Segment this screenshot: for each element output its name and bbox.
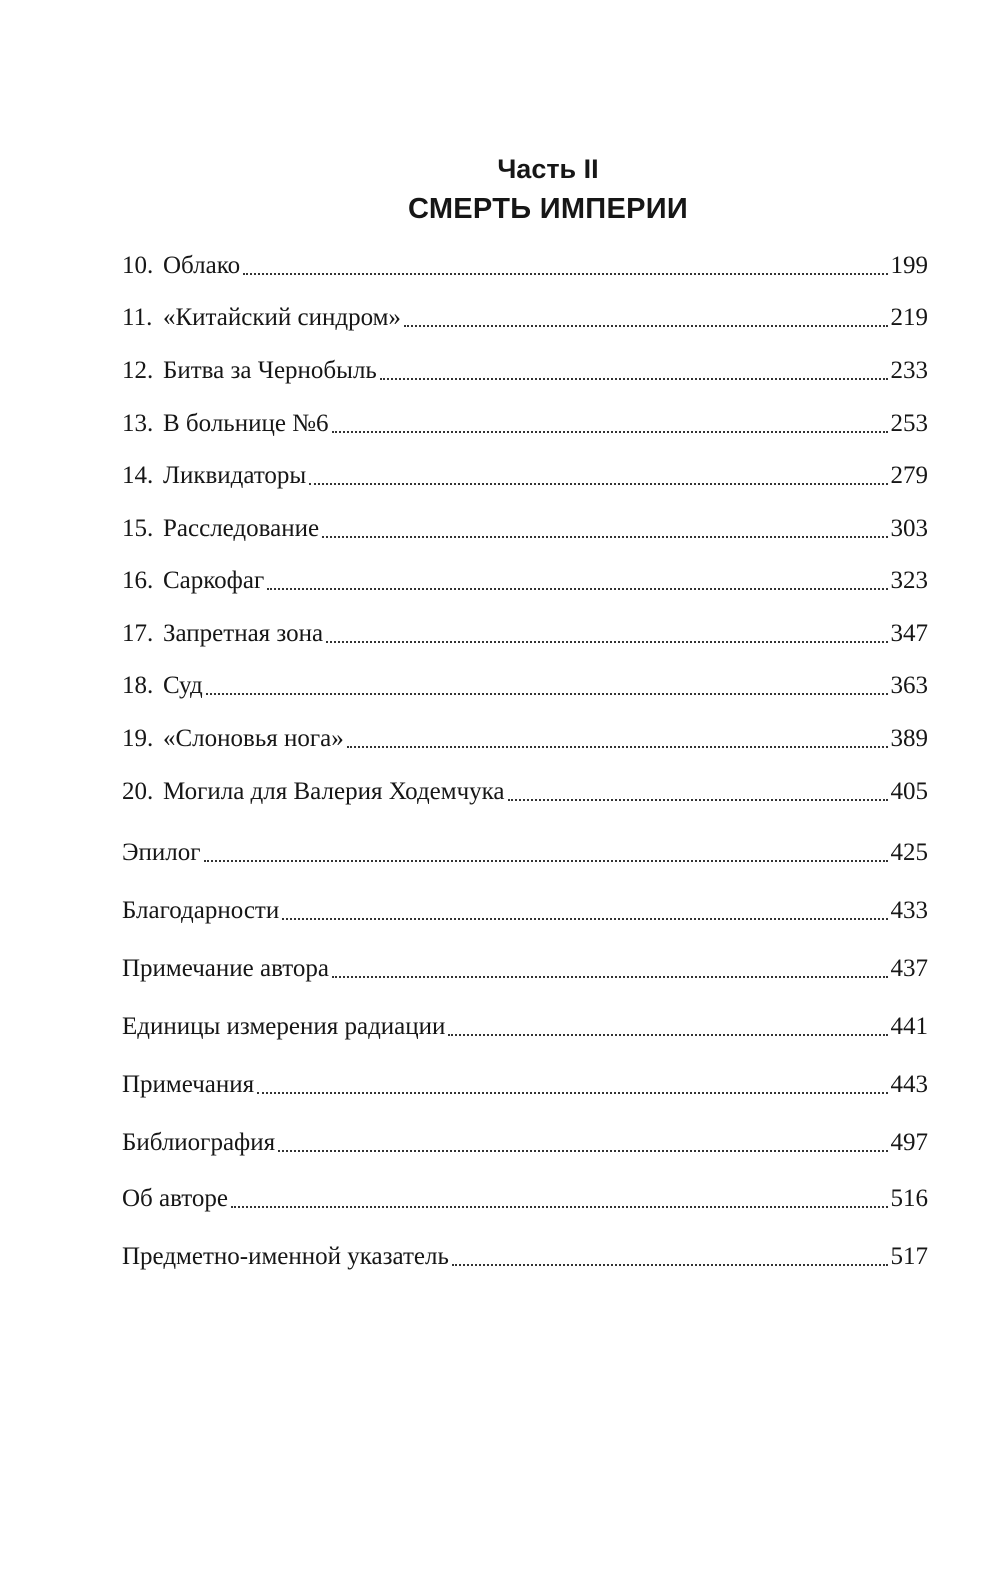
chapter-number: 18. — [122, 672, 154, 699]
page-number: 389 — [890, 725, 929, 752]
dot-leader — [331, 431, 888, 433]
chapter-title: Расследование — [163, 515, 320, 542]
dot-leader — [403, 325, 888, 327]
chapter-title: «Китайский синдром» — [163, 304, 401, 331]
section-title: Благодарности — [122, 897, 280, 924]
toc-entry-chapter[interactable]: 18. Суд 363 — [122, 671, 928, 701]
part-title: СМЕРТЬ ИМПЕРИИ — [407, 193, 689, 225]
chapter-title: Ликвидаторы — [163, 462, 307, 489]
dot-leader — [231, 1206, 888, 1208]
page-number: 199 — [890, 252, 929, 279]
section-title: Предметно-именной указатель — [122, 1243, 449, 1270]
page-number: 516 — [890, 1185, 929, 1212]
chapter-title: Битва за Чернобыль — [163, 357, 377, 384]
page-number: 279 — [890, 462, 929, 489]
dot-leader — [451, 1264, 888, 1266]
chapter-title: Суд — [163, 672, 203, 699]
toc-entry-chapter[interactable]: 19. «Слоновья нога» 389 — [122, 724, 928, 754]
dot-leader — [203, 860, 888, 862]
dot-leader — [346, 746, 888, 748]
chapter-number: 17. — [122, 620, 154, 647]
chapter-number: 13. — [122, 410, 154, 437]
toc-entry-back-matter[interactable]: Примечание автора 437 — [122, 954, 928, 984]
page-number: 347 — [890, 620, 929, 647]
chapter-number: 10. — [122, 252, 154, 279]
chapter-number: 20. — [122, 778, 154, 805]
toc-entry-back-matter[interactable]: Эпилог 425 — [122, 838, 928, 868]
chapter-title: Саркофаг — [163, 567, 265, 594]
toc-entry-back-matter[interactable]: Благодарности 433 — [122, 896, 928, 926]
page-number: 233 — [890, 357, 929, 384]
dot-leader — [278, 1150, 888, 1152]
toc-entry-chapter[interactable]: 16. Саркофаг 323 — [122, 566, 928, 596]
chapter-title: «Слоновья нога» — [163, 725, 344, 752]
chapter-title: В больнице №6 — [163, 410, 329, 437]
chapter-number: 14. — [122, 462, 154, 489]
chapter-number: 16. — [122, 567, 154, 594]
toc-entry-chapter[interactable]: 17. Запретная зона 347 — [122, 619, 928, 649]
page-number: 433 — [890, 897, 929, 924]
dot-leader — [282, 918, 888, 920]
toc-entry-back-matter[interactable]: Единицы измерения радиации 441 — [122, 1012, 928, 1042]
chapter-title: Могила для Валерия Ходемчука — [163, 778, 505, 805]
page-number: 425 — [890, 839, 929, 866]
dot-leader — [257, 1092, 888, 1094]
dot-leader — [322, 536, 888, 538]
page-number: 363 — [890, 672, 929, 699]
toc-entry-back-matter[interactable]: Об авторе 516 — [122, 1184, 928, 1214]
page-number: 517 — [890, 1243, 929, 1270]
chapter-title: Облако — [163, 252, 241, 279]
page-number: 219 — [890, 304, 929, 331]
dot-leader — [205, 693, 888, 695]
page-number: 253 — [890, 410, 929, 437]
dot-leader — [507, 799, 888, 801]
section-title: Примечания — [122, 1071, 255, 1098]
toc-entry-back-matter[interactable]: Предметно-именной указатель 517 — [122, 1242, 928, 1272]
dot-leader — [326, 641, 888, 643]
toc-entry-back-matter[interactable]: Библиография 497 — [122, 1128, 928, 1158]
toc-entry-back-matter[interactable]: Примечания 443 — [122, 1070, 928, 1100]
toc-entry-chapter[interactable]: 11. «Китайский синдром» 219 — [122, 303, 928, 333]
page-number: 437 — [890, 955, 929, 982]
toc-entry-chapter[interactable]: 15. Расследование 303 — [122, 514, 928, 544]
chapter-number: 11. — [122, 304, 153, 331]
section-title: Библиография — [122, 1129, 276, 1156]
dot-leader — [267, 588, 888, 590]
page-number: 497 — [890, 1129, 929, 1156]
toc-entry-chapter[interactable]: 14. Ликвидаторы 279 — [122, 461, 928, 491]
part-label: Часть II — [497, 154, 599, 184]
dot-leader — [448, 1034, 888, 1036]
page-number: 441 — [890, 1013, 929, 1040]
toc-entry-chapter[interactable]: 12. Битва за Чернобыль 233 — [122, 356, 928, 386]
section-title: Единицы измерения радиации — [122, 1013, 446, 1040]
section-title: Об авторе — [122, 1185, 228, 1212]
chapter-number: 15. — [122, 515, 154, 542]
chapter-title: Запретная зона — [163, 620, 324, 647]
chapter-number: 12. — [122, 357, 154, 384]
section-title: Эпилог — [122, 839, 201, 866]
chapter-number: 19. — [122, 725, 154, 752]
dot-leader — [309, 483, 888, 485]
dot-leader — [243, 273, 888, 275]
section-title: Примечание автора — [122, 955, 329, 982]
page-number: 405 — [890, 778, 929, 805]
dot-leader — [379, 378, 888, 380]
page-number: 303 — [890, 515, 929, 542]
dot-leader — [331, 976, 888, 978]
toc-entry-chapter[interactable]: 13. В больнице №6 253 — [122, 409, 928, 439]
toc-entry-chapter[interactable]: 20. Могила для Валерия Ходемчука 405 — [122, 777, 928, 807]
toc-entry-chapter[interactable]: 10. Облако 199 — [122, 251, 928, 281]
page-number: 443 — [890, 1071, 929, 1098]
page-number: 323 — [890, 567, 929, 594]
